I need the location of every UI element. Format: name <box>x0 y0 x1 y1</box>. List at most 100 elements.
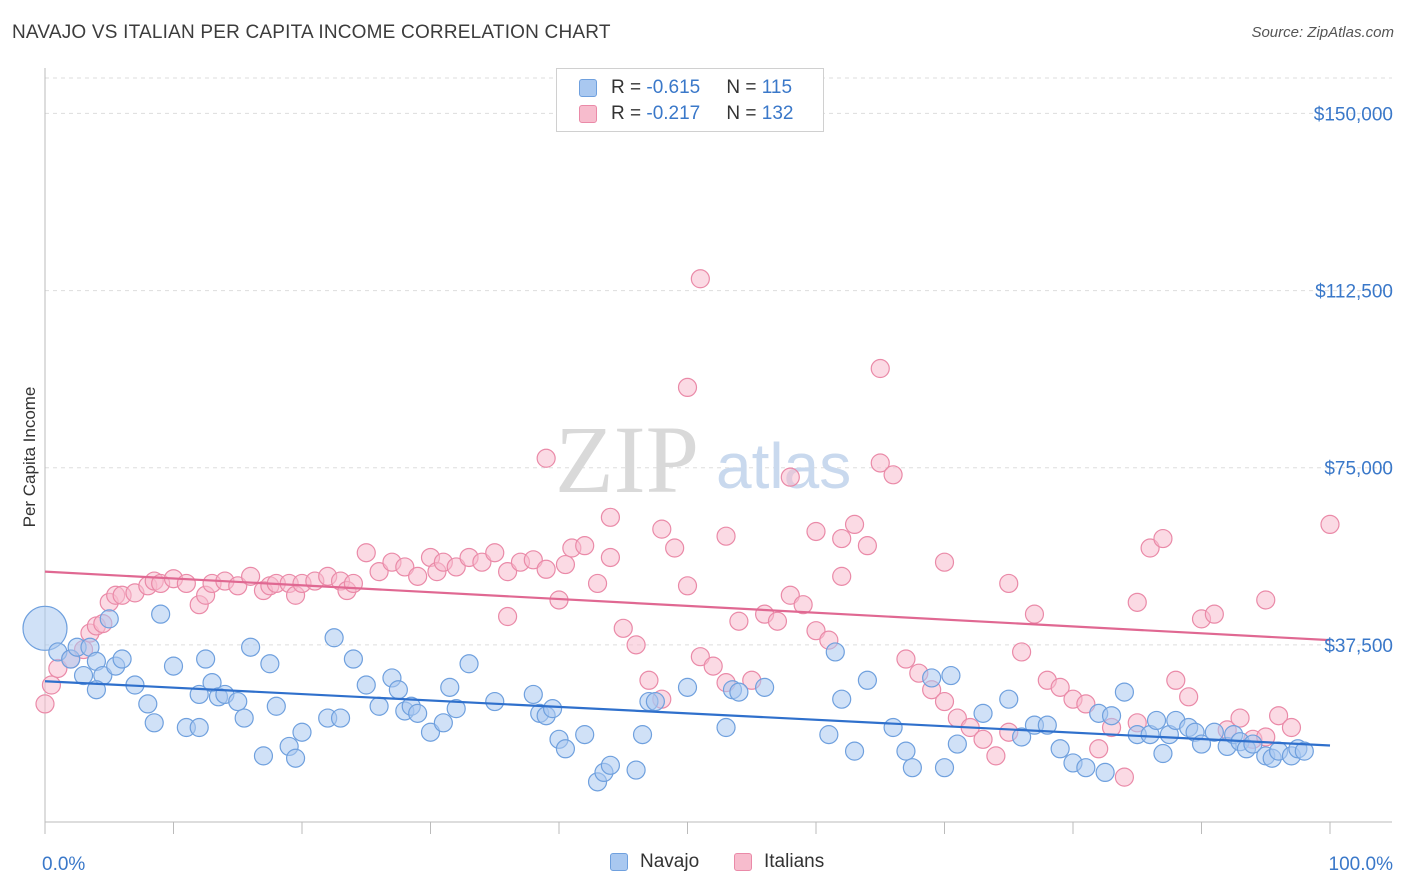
navajo-point <box>575 725 595 745</box>
italian-point <box>690 269 710 289</box>
navajo-point <box>832 689 852 709</box>
navajo-point <box>716 717 736 738</box>
navajo-point <box>112 649 132 669</box>
italian-point <box>806 521 826 542</box>
navajo-point <box>941 665 961 686</box>
italian-point <box>832 528 852 549</box>
italian-point <box>806 621 826 641</box>
navajo-point <box>1101 706 1122 726</box>
italians-swatch <box>579 105 597 123</box>
navajo-point <box>228 691 248 712</box>
navajo-point <box>973 703 993 723</box>
navajo-point <box>292 722 312 742</box>
legend-item-italians[interactable]: Italians <box>734 851 824 873</box>
italian-point <box>575 536 595 556</box>
italian-point <box>408 566 428 586</box>
navajo-point <box>934 758 955 778</box>
italian-point <box>1166 670 1186 690</box>
navajo-point <box>189 717 209 738</box>
legend-r-label: R = <box>611 103 647 124</box>
italian-point <box>677 377 698 398</box>
italian-point <box>241 566 261 586</box>
italian-point <box>677 576 698 596</box>
italian-point <box>1281 717 1302 738</box>
legend-row-italians: R = -0.217 N = 132 <box>579 102 793 126</box>
legend-item-navajo[interactable]: Navajo <box>610 851 699 873</box>
italian-point <box>986 746 1006 766</box>
navajo-swatch <box>610 853 628 871</box>
italian-point <box>343 573 363 594</box>
navajo-point <box>825 642 845 662</box>
italian-point <box>716 526 736 546</box>
series-legend: Navajo Italians <box>0 851 1406 877</box>
navajo-point <box>1204 722 1224 742</box>
italian-point <box>369 562 389 582</box>
italian-point <box>485 543 505 563</box>
y-tick-labels: $37,500 $75,000 $112,500 $150,000 <box>1314 104 1393 656</box>
italian-point <box>857 536 878 556</box>
italian-point <box>176 573 196 594</box>
legend-n-label: N = <box>726 103 762 124</box>
navajo-point <box>1243 734 1263 754</box>
navajo-point <box>253 746 274 766</box>
italian-point <box>536 559 556 579</box>
navajo-point <box>1011 727 1032 747</box>
source-label: Source: ZipAtlas.com <box>1251 24 1394 41</box>
navajo-point <box>523 684 543 705</box>
x-tick-label: 100.0% <box>1329 854 1394 875</box>
italian-point <box>652 519 672 539</box>
legend-label-italians: Italians <box>764 851 825 872</box>
navajo-point <box>241 637 261 657</box>
italian-point <box>780 467 800 487</box>
navajo-point <box>1294 741 1314 761</box>
italian-point <box>690 647 710 667</box>
navajo-point <box>600 755 621 775</box>
watermark-atlas: atlas <box>716 430 851 502</box>
navajo-point <box>324 628 344 648</box>
italian-point <box>703 656 723 676</box>
italian-point <box>973 729 993 749</box>
navajo-point <box>555 739 576 759</box>
y-tick-label: $37,500 <box>1324 636 1393 657</box>
italian-point <box>1204 604 1224 624</box>
navajo-point <box>754 677 775 697</box>
navajo-point <box>151 604 171 624</box>
navajo-point <box>86 680 107 700</box>
italian-point <box>498 606 518 627</box>
y-tick-label: $112,500 <box>1315 282 1393 303</box>
italian-point <box>600 507 621 527</box>
x-tick-label: 0.0% <box>42 854 85 875</box>
navajo-point <box>440 677 460 697</box>
navajo-point <box>1050 739 1070 759</box>
navajo-point <box>922 668 942 688</box>
navajo-point <box>446 699 466 719</box>
navajo-point <box>144 713 164 733</box>
navajo-point <box>196 649 216 669</box>
navajo-point <box>433 713 453 733</box>
navajo-point <box>138 694 158 714</box>
navajo-point <box>22 605 68 651</box>
legend-r-value: -0.217 <box>646 103 701 124</box>
watermark-zip: ZIP <box>555 406 699 513</box>
navajo-point <box>163 656 184 676</box>
italian-point <box>767 611 788 631</box>
italian-point <box>999 573 1019 594</box>
navajo-point <box>369 696 389 716</box>
navajo-point <box>266 696 286 716</box>
navajo-point <box>844 741 865 761</box>
italian-point <box>844 514 865 535</box>
italian-point <box>870 358 890 379</box>
italian-point <box>587 573 608 594</box>
italian-point <box>472 552 492 572</box>
navajo-points <box>22 604 1314 792</box>
correlation-legend: R = -0.615 N = 115 R = -0.217 N = 132 <box>556 68 824 132</box>
legend-label-navajo: Navajo <box>640 851 700 872</box>
navajo-point <box>1114 682 1135 702</box>
italian-point <box>896 649 916 669</box>
navajo-point <box>285 748 306 768</box>
italians-trend-line <box>44 570 1331 642</box>
italian-point <box>1256 590 1276 610</box>
italian-point <box>523 550 543 570</box>
navajo-point <box>459 654 479 674</box>
x-tick-labels: 0.0% 100.0% <box>42 854 1393 875</box>
